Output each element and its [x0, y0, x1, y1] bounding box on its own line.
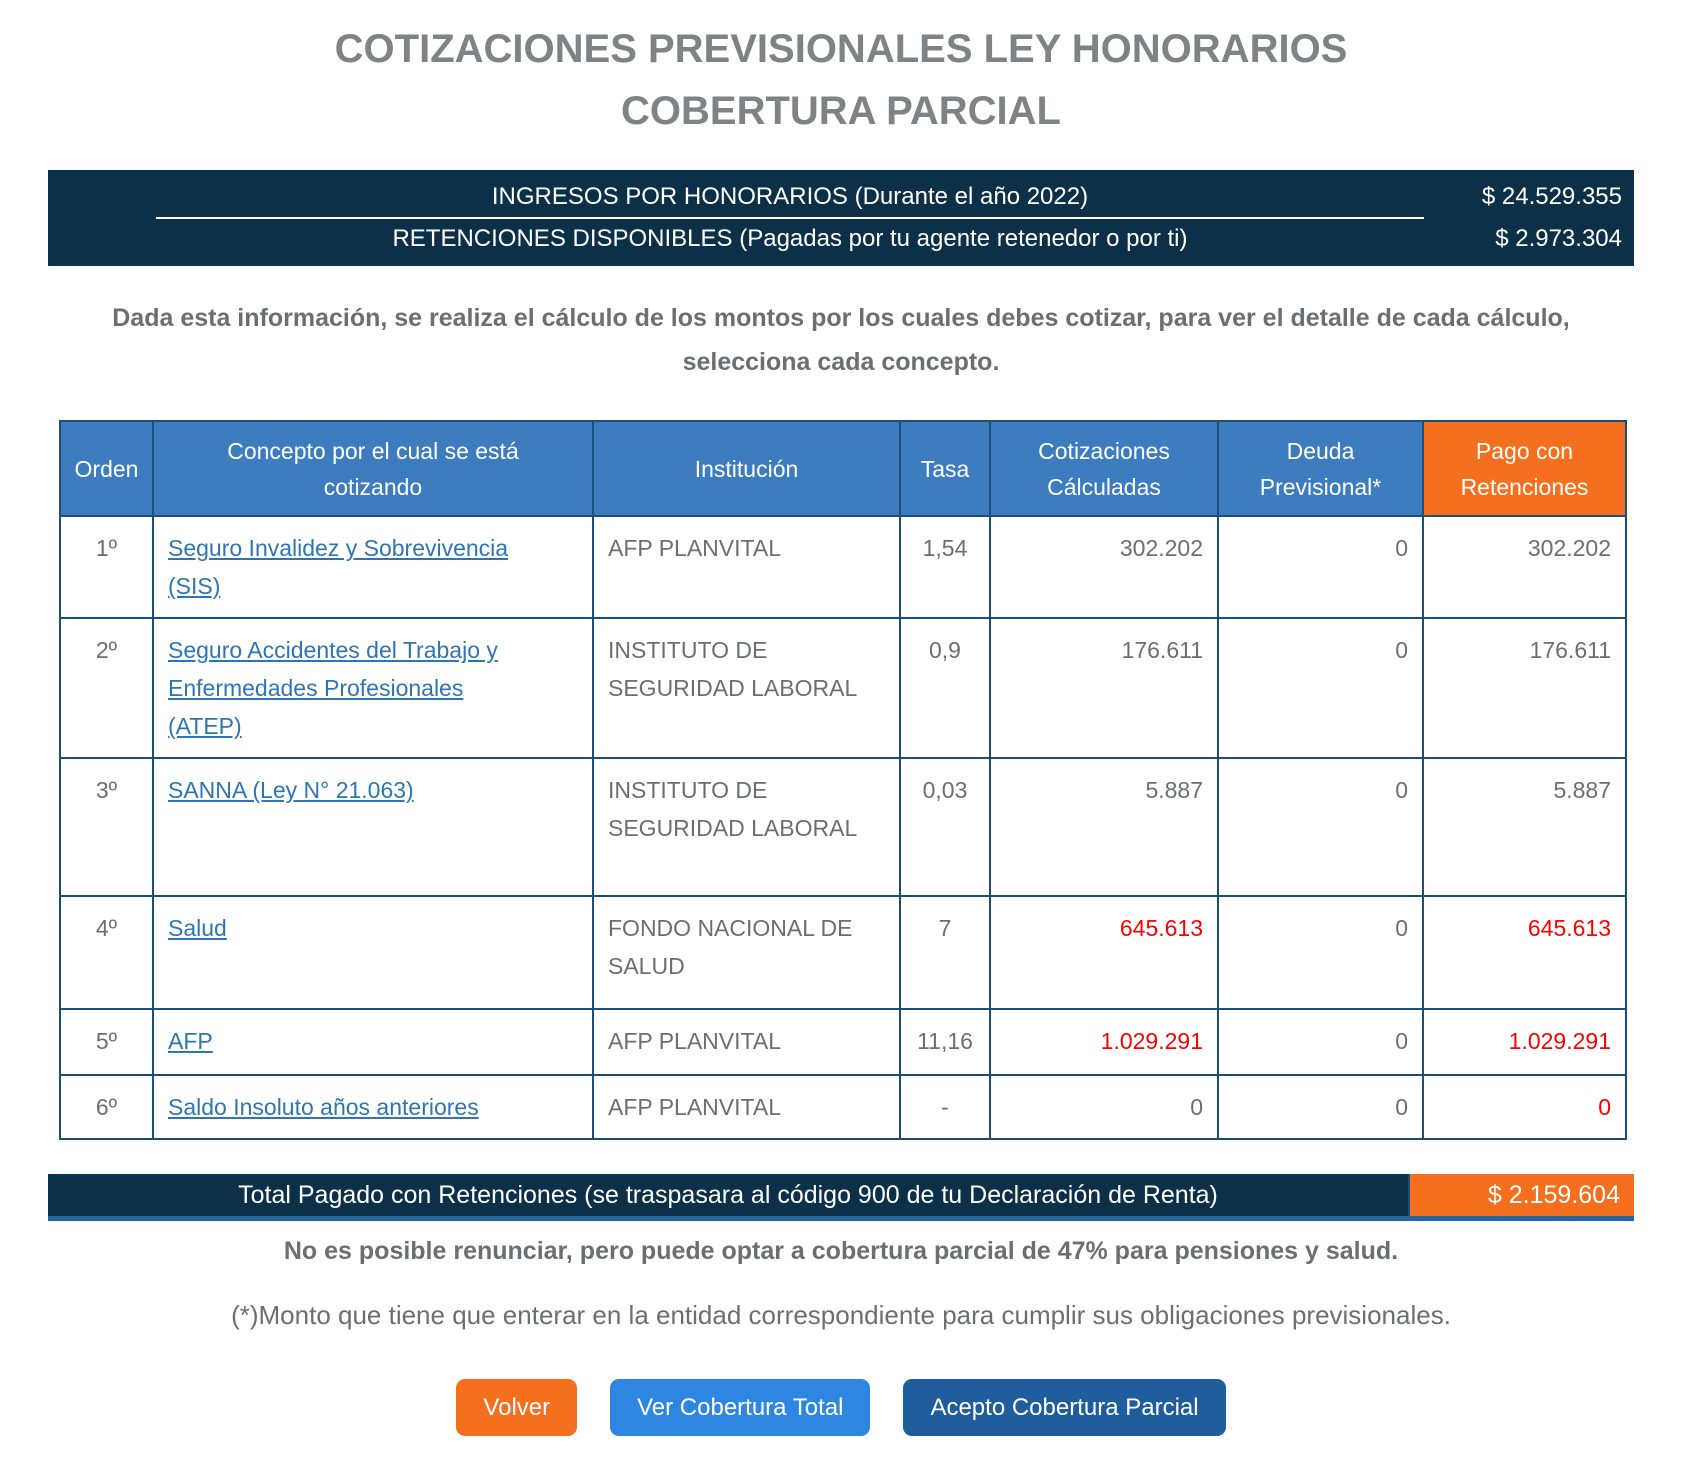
total-value: $ 2.159.604 — [1408, 1174, 1634, 1216]
calculated-contribution-cell: 1.029.291 — [989, 1008, 1219, 1076]
pension-debt-cell: 0 — [1217, 617, 1424, 759]
institution-label: INSTITUTO DE SEGURIDAD LABORAL — [608, 777, 858, 841]
institution-cell: FONDO NACIONAL DE SALUD — [592, 895, 901, 1010]
column-header-label: Pago con Retenciones — [1460, 437, 1589, 500]
concept-cell: SANNA (Ley N° 21.063) — [152, 757, 594, 897]
summary-bar: INGRESOS POR HONORARIOS (Durante el año … — [48, 170, 1634, 266]
rate-cell: - — [899, 1074, 991, 1140]
total-label: Total Pagado con Retenciones (se traspas… — [48, 1174, 1408, 1216]
paid-with-retentions-cell: 1.029.291 — [1422, 1008, 1627, 1076]
ingresos-label: INGRESOS POR HONORARIOS (Durante el año … — [491, 183, 1089, 210]
pension-debt-cell: 0 — [1217, 1008, 1424, 1076]
table-row: 5º AFP AFP PLANVITAL 11,16 1.029.291 0 1.029.2… — [59, 1008, 1627, 1076]
concept-link[interactable]: Salud — [168, 915, 227, 941]
column-header-tasa: Tasa — [899, 420, 991, 517]
column-header-label: Tasa — [920, 455, 970, 482]
table-row: 1º Seguro Invalidez y Sobrevivencia (SIS)… — [59, 515, 1627, 619]
institution-label: INSTITUTO DE SEGURIDAD LABORAL — [608, 637, 858, 701]
acepto-cobertura-parcial-button[interactable]: Acepto Cobertura Parcial — [903, 1379, 1226, 1436]
table-row: 3º SANNA (Ley N° 21.063) INSTITUTO DE SEGU… — [59, 757, 1627, 897]
concept-cell: Seguro Accidentes del Trabajo y Enfermed… — [152, 617, 594, 759]
institution-cell: AFP PLANVITAL — [592, 1074, 901, 1140]
concept-link[interactable]: Seguro Accidentes del Trabajo y Enfermed… — [168, 637, 498, 739]
column-header-deuda: Deuda Previsional* — [1217, 420, 1424, 517]
page-title-line2: COBERTURA PARCIAL — [621, 89, 1061, 133]
column-header-orden: Orden — [59, 420, 154, 517]
rate-cell: 7 — [899, 895, 991, 1010]
concept-link[interactable]: SANNA (Ley N° 21.063) — [168, 777, 414, 803]
summary-divider — [156, 217, 1424, 219]
page-title-line1: COTIZACIONES PREVISIONALES LEY HONORARIO… — [334, 27, 1348, 71]
paid-with-retentions-cell: 5.887 — [1422, 757, 1627, 897]
column-header-institucion: Institución — [592, 420, 901, 517]
calculated-contribution-cell: 5.887 — [989, 757, 1219, 897]
column-header-pago: Pago con Retenciones — [1422, 420, 1627, 517]
table-row: 2º Seguro Accidentes del Trabajo y Enferm… — [59, 617, 1627, 759]
concept-cell: Saldo Insoluto años anteriores — [152, 1074, 594, 1140]
calculated-contribution-cell: 176.611 — [989, 617, 1219, 759]
institution-cell: INSTITUTO DE SEGURIDAD LABORAL — [592, 617, 901, 759]
paid-with-retentions-cell: 302.202 — [1422, 515, 1627, 619]
order-cell: 4º — [59, 895, 154, 1010]
page-title: COTIZACIONES PREVISIONALES LEY HONORARIO… — [0, 18, 1682, 142]
column-header-cotizaciones: Cotizaciones Cálculadas — [989, 420, 1219, 517]
ingresos-value: $ 24.529.355 — [1481, 183, 1622, 210]
pension-debt-cell: 0 — [1217, 515, 1424, 619]
paid-with-retentions-cell: 0 — [1422, 1074, 1627, 1140]
paid-with-retentions-cell: 176.611 — [1422, 617, 1627, 759]
column-header-label: Cotizaciones Cálculadas — [1038, 437, 1170, 500]
calculated-contribution-cell: 645.613 — [989, 895, 1219, 1010]
concept-cell: Seguro Invalidez y Sobrevivencia (SIS) — [152, 515, 594, 619]
concept-link[interactable]: AFP — [168, 1028, 213, 1054]
concept-cell: AFP — [152, 1008, 594, 1076]
order-cell: 3º — [59, 757, 154, 897]
column-header-concepto: Concepto por el cual se está cotizando — [152, 420, 594, 517]
rate-cell: 0,9 — [899, 617, 991, 759]
note-coverage: No es posible renunciar, pero puede opta… — [283, 1237, 1399, 1265]
summary-row-retenciones: RETENCIONES DISPONIBLES (Pagadas por tu … — [48, 218, 1634, 260]
button-row: Volver Ver Cobertura Total Acepto Cobertur… — [0, 1379, 1682, 1468]
table-header-row: Orden Concepto por el cual se está cotiza… — [59, 420, 1627, 517]
summary-row-ingresos: INGRESOS POR HONORARIOS (Durante el año … — [48, 176, 1634, 218]
pension-debt-cell: 0 — [1217, 757, 1424, 897]
intro-text: Dada esta información, se realiza el cál… — [112, 304, 1570, 376]
total-bar: Total Pagado con Retenciones (se traspas… — [48, 1174, 1634, 1221]
concept-cell: Salud — [152, 895, 594, 1010]
column-header-label: Concepto por el cual se está cotizando — [227, 437, 519, 500]
institution-cell: INSTITUTO DE SEGURIDAD LABORAL — [592, 757, 901, 897]
rate-cell: 1,54 — [899, 515, 991, 619]
order-cell: 1º — [59, 515, 154, 619]
pension-debt-cell: 0 — [1217, 1074, 1424, 1140]
order-cell: 6º — [59, 1074, 154, 1140]
institution-cell: AFP PLANVITAL — [592, 515, 901, 619]
ver-cobertura-total-button[interactable]: Ver Cobertura Total — [610, 1379, 871, 1436]
order-cell: 2º — [59, 617, 154, 759]
note-footnote: (*)Monto que tiene que enterar en la ent… — [231, 1300, 1451, 1330]
paid-with-retentions-cell: 645.613 — [1422, 895, 1627, 1010]
column-header-label: Orden — [74, 455, 139, 482]
rate-cell: 0,03 — [899, 757, 991, 897]
retenciones-value: $ 2.973.304 — [1495, 225, 1622, 252]
calculated-contribution-cell: 302.202 — [989, 515, 1219, 619]
volver-button[interactable]: Volver — [456, 1379, 578, 1436]
institution-cell: AFP PLANVITAL — [592, 1008, 901, 1076]
institution-label: AFP PLANVITAL — [608, 1094, 781, 1120]
contributions-table: Orden Concepto por el cual se está cotiza… — [59, 420, 1627, 1140]
pension-debt-cell: 0 — [1217, 895, 1424, 1010]
order-cell: 5º — [59, 1008, 154, 1076]
institution-label: FONDO NACIONAL DE SALUD — [608, 915, 853, 979]
table-row: 6º Saldo Insoluto años anteriores AFP PLAN… — [59, 1074, 1627, 1140]
institution-label: AFP PLANVITAL — [608, 535, 781, 561]
retenciones-label: RETENCIONES DISPONIBLES (Pagadas por tu … — [392, 225, 1188, 252]
institution-label: AFP PLANVITAL — [608, 1028, 781, 1054]
column-header-label: Institución — [694, 455, 799, 482]
column-header-label: Deuda Previsional* — [1259, 437, 1382, 500]
rate-cell: 11,16 — [899, 1008, 991, 1076]
concept-link[interactable]: Seguro Invalidez y Sobrevivencia (SIS) — [168, 535, 509, 599]
calculated-contribution-cell: 0 — [989, 1074, 1219, 1140]
concept-link[interactable]: Saldo Insoluto años anteriores — [168, 1094, 479, 1120]
table-row: 4º Salud FONDO NACIONAL DE SALUD 7 645.613 0 6… — [59, 895, 1627, 1010]
